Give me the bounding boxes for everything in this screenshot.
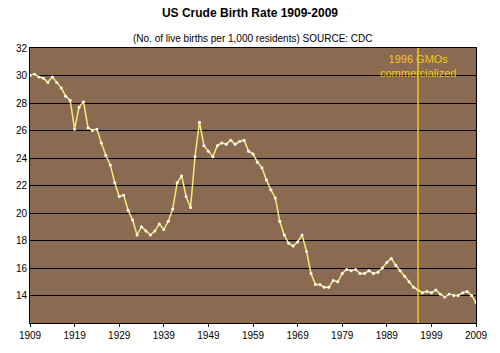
svg-text:1989: 1989 <box>376 330 399 341</box>
svg-text:1999: 1999 <box>420 330 443 341</box>
svg-text:18: 18 <box>16 235 28 246</box>
svg-text:20: 20 <box>16 208 28 219</box>
svg-text:1919: 1919 <box>63 330 86 341</box>
svg-text:1949: 1949 <box>197 330 220 341</box>
svg-text:26: 26 <box>16 125 28 136</box>
svg-text:24: 24 <box>16 153 28 164</box>
svg-text:30: 30 <box>16 70 28 81</box>
svg-text:16: 16 <box>16 263 28 274</box>
svg-text:1939: 1939 <box>153 330 176 341</box>
svg-text:1969: 1969 <box>286 330 309 341</box>
svg-text:32: 32 <box>16 43 28 54</box>
svg-text:1959: 1959 <box>242 330 265 341</box>
svg-text:1929: 1929 <box>108 330 131 341</box>
svg-text:2009: 2009 <box>465 330 488 341</box>
svg-text:22: 22 <box>16 180 28 191</box>
svg-text:28: 28 <box>16 98 28 109</box>
svg-text:14: 14 <box>16 290 28 301</box>
svg-text:1909: 1909 <box>19 330 42 341</box>
svg-text:US Crude Birth Rate 1909-2009: US Crude Birth Rate 1909-2009 <box>162 6 338 20</box>
svg-text:1996 GMOscommercialized: 1996 GMOscommercialized <box>380 53 456 79</box>
svg-text:(No. of live births per 1,000: (No. of live births per 1,000 residents)… <box>133 33 373 44</box>
svg-text:1979: 1979 <box>331 330 354 341</box>
